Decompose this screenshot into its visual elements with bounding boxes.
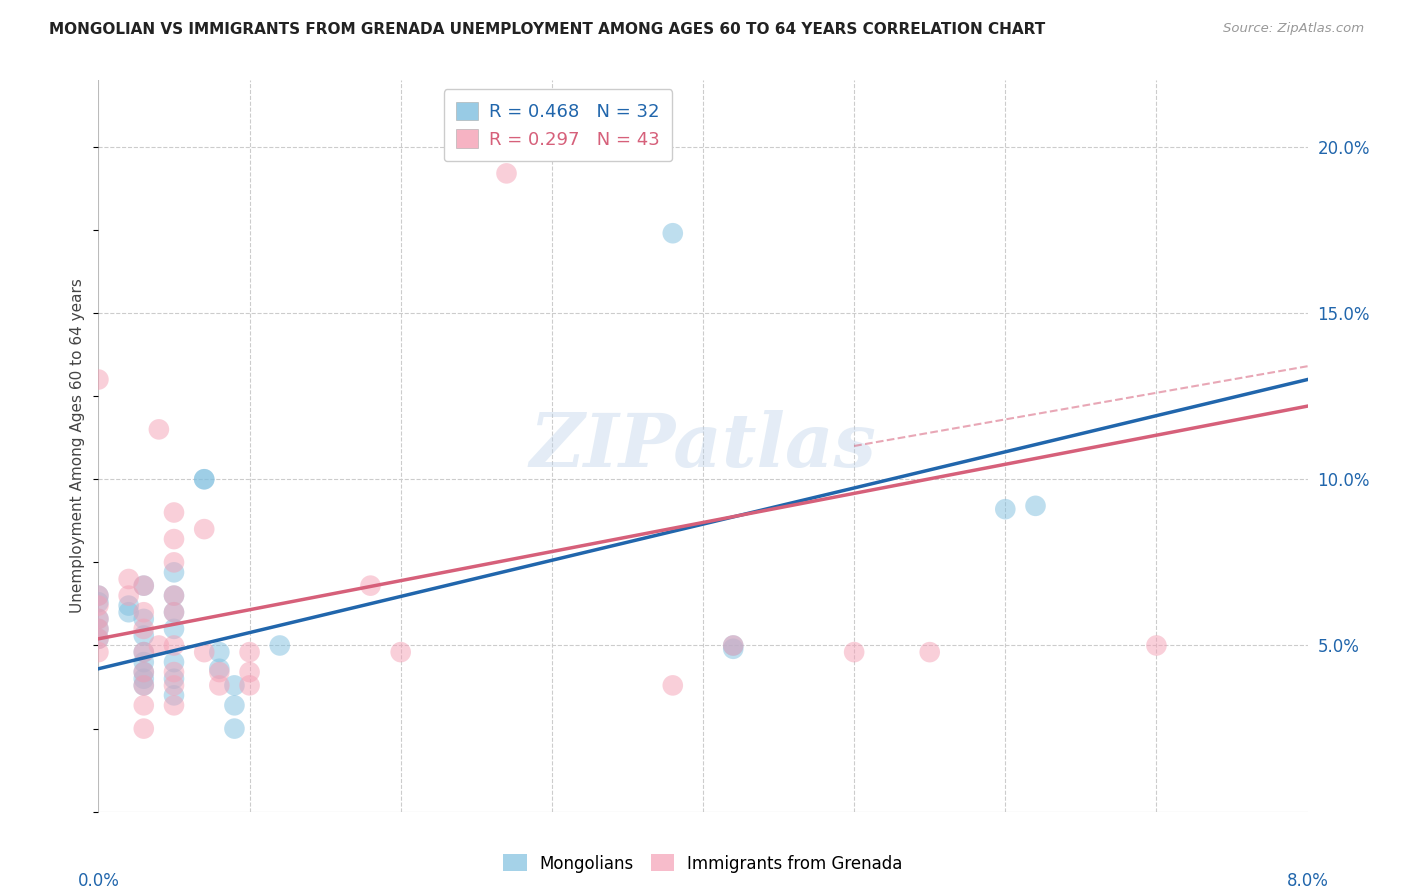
Point	[118, 589, 141, 603]
Point	[661, 678, 683, 692]
Point	[132, 612, 155, 626]
Point	[132, 605, 155, 619]
Point	[1146, 639, 1168, 653]
Point	[118, 605, 141, 619]
Point	[208, 662, 231, 676]
Point	[1025, 499, 1047, 513]
Point	[87, 599, 110, 613]
Point	[132, 678, 155, 692]
Point	[132, 645, 155, 659]
Point	[163, 605, 186, 619]
Point	[87, 632, 110, 646]
Point	[87, 622, 110, 636]
Point	[193, 472, 215, 486]
Point	[163, 589, 186, 603]
Point	[132, 665, 155, 679]
Point	[163, 698, 186, 713]
Text: MONGOLIAN VS IMMIGRANTS FROM GRENADA UNEMPLOYMENT AMONG AGES 60 TO 64 YEARS CORR: MONGOLIAN VS IMMIGRANTS FROM GRENADA UNE…	[49, 22, 1046, 37]
Point	[132, 655, 155, 669]
Point	[163, 665, 186, 679]
Point	[661, 226, 683, 240]
Point	[163, 532, 186, 546]
Point	[87, 595, 110, 609]
Point	[163, 639, 186, 653]
Point	[163, 672, 186, 686]
Text: Source: ZipAtlas.com: Source: ZipAtlas.com	[1223, 22, 1364, 36]
Point	[163, 605, 186, 619]
Legend: Mongolians, Immigrants from Grenada: Mongolians, Immigrants from Grenada	[496, 847, 910, 880]
Text: 0.0%: 0.0%	[77, 871, 120, 889]
Point	[163, 678, 186, 692]
Point	[132, 722, 155, 736]
Point	[118, 599, 141, 613]
Point	[193, 522, 215, 536]
Point	[163, 589, 186, 603]
Point	[918, 645, 941, 659]
Point	[132, 645, 155, 659]
Point	[148, 639, 170, 653]
Point	[163, 566, 186, 580]
Point	[163, 555, 186, 569]
Point	[163, 506, 186, 520]
Point	[132, 698, 155, 713]
Point	[87, 372, 110, 386]
Point	[132, 672, 155, 686]
Legend: R = 0.468   N = 32, R = 0.297   N = 43: R = 0.468 N = 32, R = 0.297 N = 43	[444, 89, 672, 161]
Point	[132, 665, 155, 679]
Point	[224, 698, 246, 713]
Point	[87, 645, 110, 659]
Point	[132, 622, 155, 636]
Text: 8.0%: 8.0%	[1286, 871, 1329, 889]
Point	[87, 612, 110, 626]
Point	[87, 612, 110, 626]
Point	[239, 665, 262, 679]
Point	[723, 639, 745, 653]
Point	[87, 589, 110, 603]
Point	[844, 645, 866, 659]
Point	[269, 639, 291, 653]
Point	[224, 722, 246, 736]
Point	[87, 632, 110, 646]
Text: ZIPatlas: ZIPatlas	[530, 409, 876, 483]
Point	[163, 655, 186, 669]
Y-axis label: Unemployment Among Ages 60 to 64 years: Unemployment Among Ages 60 to 64 years	[70, 278, 86, 614]
Point	[163, 689, 186, 703]
Point	[360, 579, 382, 593]
Point	[193, 645, 215, 659]
Point	[118, 572, 141, 586]
Point	[87, 622, 110, 636]
Point	[193, 472, 215, 486]
Point	[148, 422, 170, 436]
Point	[239, 678, 262, 692]
Point	[723, 639, 745, 653]
Point	[87, 589, 110, 603]
Point	[163, 622, 186, 636]
Point	[224, 678, 246, 692]
Point	[132, 579, 155, 593]
Point	[132, 628, 155, 642]
Point	[208, 645, 231, 659]
Point	[208, 678, 231, 692]
Point	[994, 502, 1017, 516]
Point	[132, 579, 155, 593]
Point	[208, 665, 231, 679]
Point	[132, 678, 155, 692]
Point	[723, 641, 745, 656]
Point	[495, 166, 517, 180]
Point	[239, 645, 262, 659]
Point	[389, 645, 412, 659]
